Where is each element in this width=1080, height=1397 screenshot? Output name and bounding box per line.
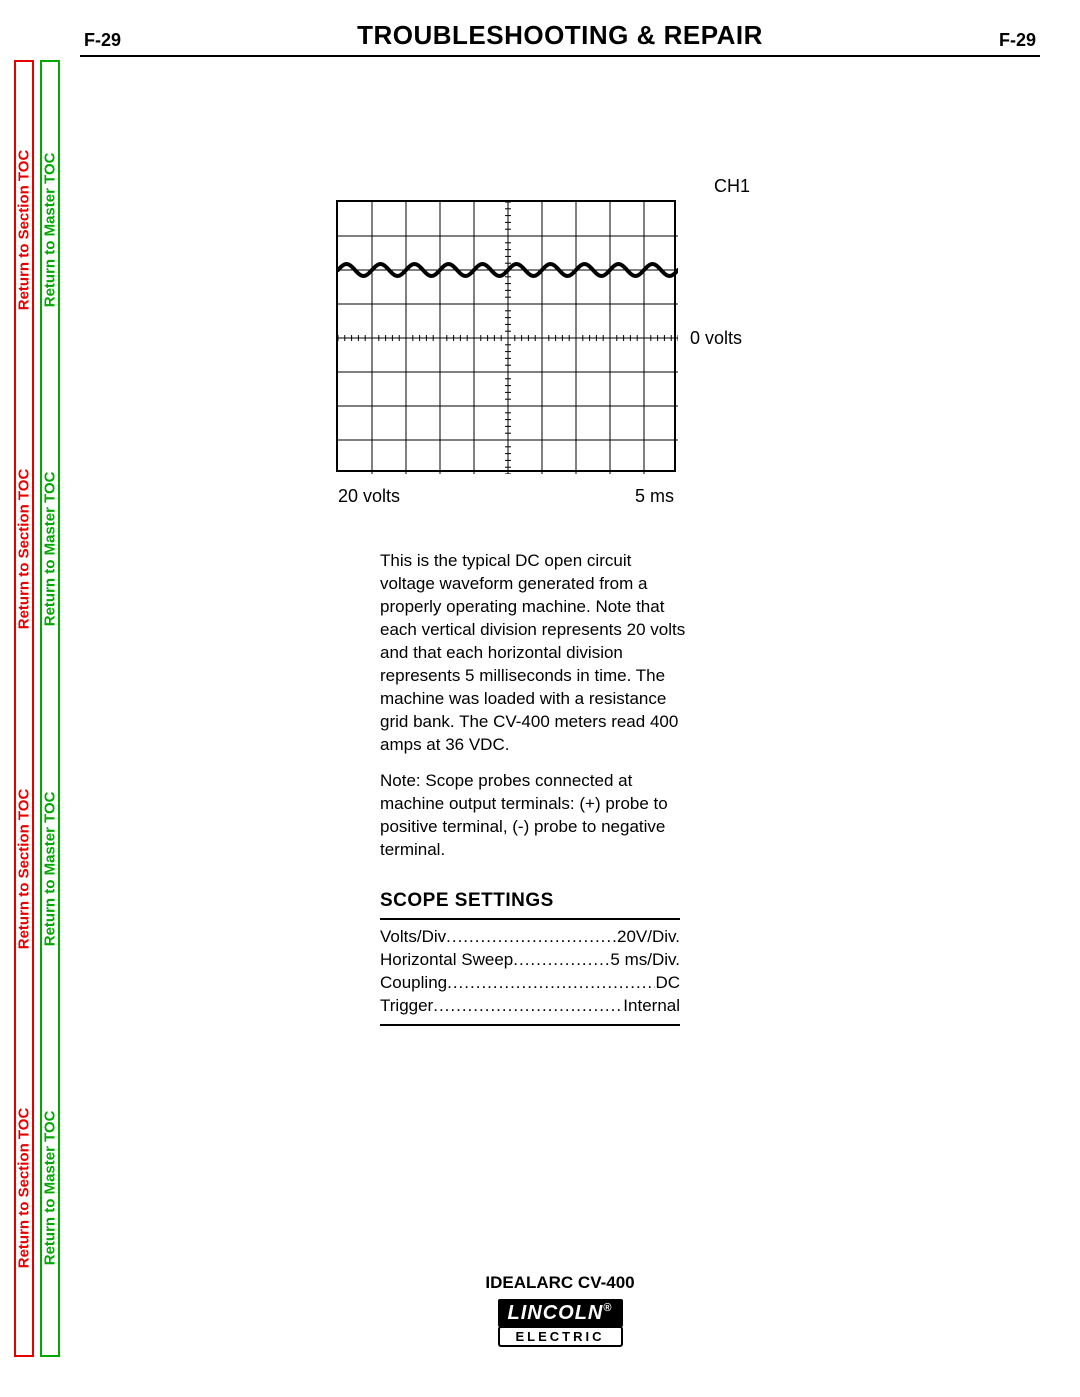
dot-leader: ........................................… [433, 995, 623, 1018]
description-p1: This is the typical DC open circuit volt… [380, 550, 690, 756]
sidebar-nav: Return to Section TOC Return to Section … [14, 60, 60, 1357]
section-toc-link[interactable]: Return to Section TOC [16, 70, 32, 389]
master-toc-link[interactable]: Return to Master TOC [42, 70, 58, 389]
section-toc-link[interactable]: Return to Section TOC [16, 1028, 32, 1347]
logo-brand: LINCOLN® [498, 1299, 623, 1327]
scope-settings-block: SCOPE SETTINGS Volts/Div................… [380, 890, 680, 1026]
zero-volts-label: 0 volts [690, 328, 742, 349]
setting-row: Trigger.................................… [380, 995, 680, 1018]
setting-label: Trigger [380, 995, 433, 1018]
lincoln-logo: LINCOLN® ELECTRIC [498, 1299, 623, 1347]
scope-settings-box: Volts/Div...............................… [380, 918, 680, 1026]
dot-leader: ........................................… [513, 949, 610, 972]
header-rule [80, 55, 1040, 57]
page-footer: IDEALARC CV-400 LINCOLN® ELECTRIC [80, 1273, 1040, 1347]
scope-grid [336, 200, 676, 472]
oscilloscope-figure: CH1 0 volts 20 volts 5 ms [330, 200, 810, 507]
master-toc-bar[interactable]: Return to Master TOC Return to Master TO… [40, 60, 60, 1357]
time-per-div-label: 5 ms [635, 486, 674, 507]
section-toc-bar[interactable]: Return to Section TOC Return to Section … [14, 60, 34, 1357]
setting-value: DC [655, 972, 680, 995]
logo-sub: ELECTRIC [498, 1326, 623, 1347]
setting-row: Volts/Div...............................… [380, 926, 680, 949]
page-title: TROUBLESHOOTING & REPAIR [357, 20, 763, 51]
model-name: IDEALARC CV-400 [80, 1273, 1040, 1293]
master-toc-link[interactable]: Return to Master TOC [42, 389, 58, 708]
section-toc-link[interactable]: Return to Section TOC [16, 709, 32, 1028]
setting-value: 5 ms/Div. [610, 949, 680, 972]
page-header: F-29 TROUBLESHOOTING & REPAIR F-29 [80, 20, 1040, 53]
description-p2: Note: Scope probes connected at machine … [380, 770, 690, 862]
setting-label: Volts/Div [380, 926, 446, 949]
description-text: This is the typical DC open circuit volt… [380, 550, 690, 876]
section-toc-link[interactable]: Return to Section TOC [16, 389, 32, 708]
setting-value: 20V/Div. [617, 926, 680, 949]
volts-per-div-label: 20 volts [338, 486, 400, 507]
page-code-right: F-29 [999, 30, 1036, 51]
master-toc-link[interactable]: Return to Master TOC [42, 1028, 58, 1347]
page-content: F-29 TROUBLESHOOTING & REPAIR F-29 CH1 0… [80, 20, 1040, 1377]
setting-row: Horizontal Sweep........................… [380, 949, 680, 972]
scope-settings-heading: SCOPE SETTINGS [380, 890, 680, 912]
channel-label: CH1 [714, 176, 750, 197]
setting-value: Internal [623, 995, 680, 1018]
setting-label: Coupling [380, 972, 447, 995]
master-toc-link[interactable]: Return to Master TOC [42, 709, 58, 1028]
scope-svg [338, 202, 678, 474]
dot-leader: ........................................… [447, 972, 655, 995]
dot-leader: ........................................… [446, 926, 617, 949]
page-code-left: F-29 [84, 30, 121, 51]
setting-label: Horizontal Sweep [380, 949, 513, 972]
scope-axis-labels: 20 volts 5 ms [330, 486, 682, 507]
setting-row: Coupling................................… [380, 972, 680, 995]
